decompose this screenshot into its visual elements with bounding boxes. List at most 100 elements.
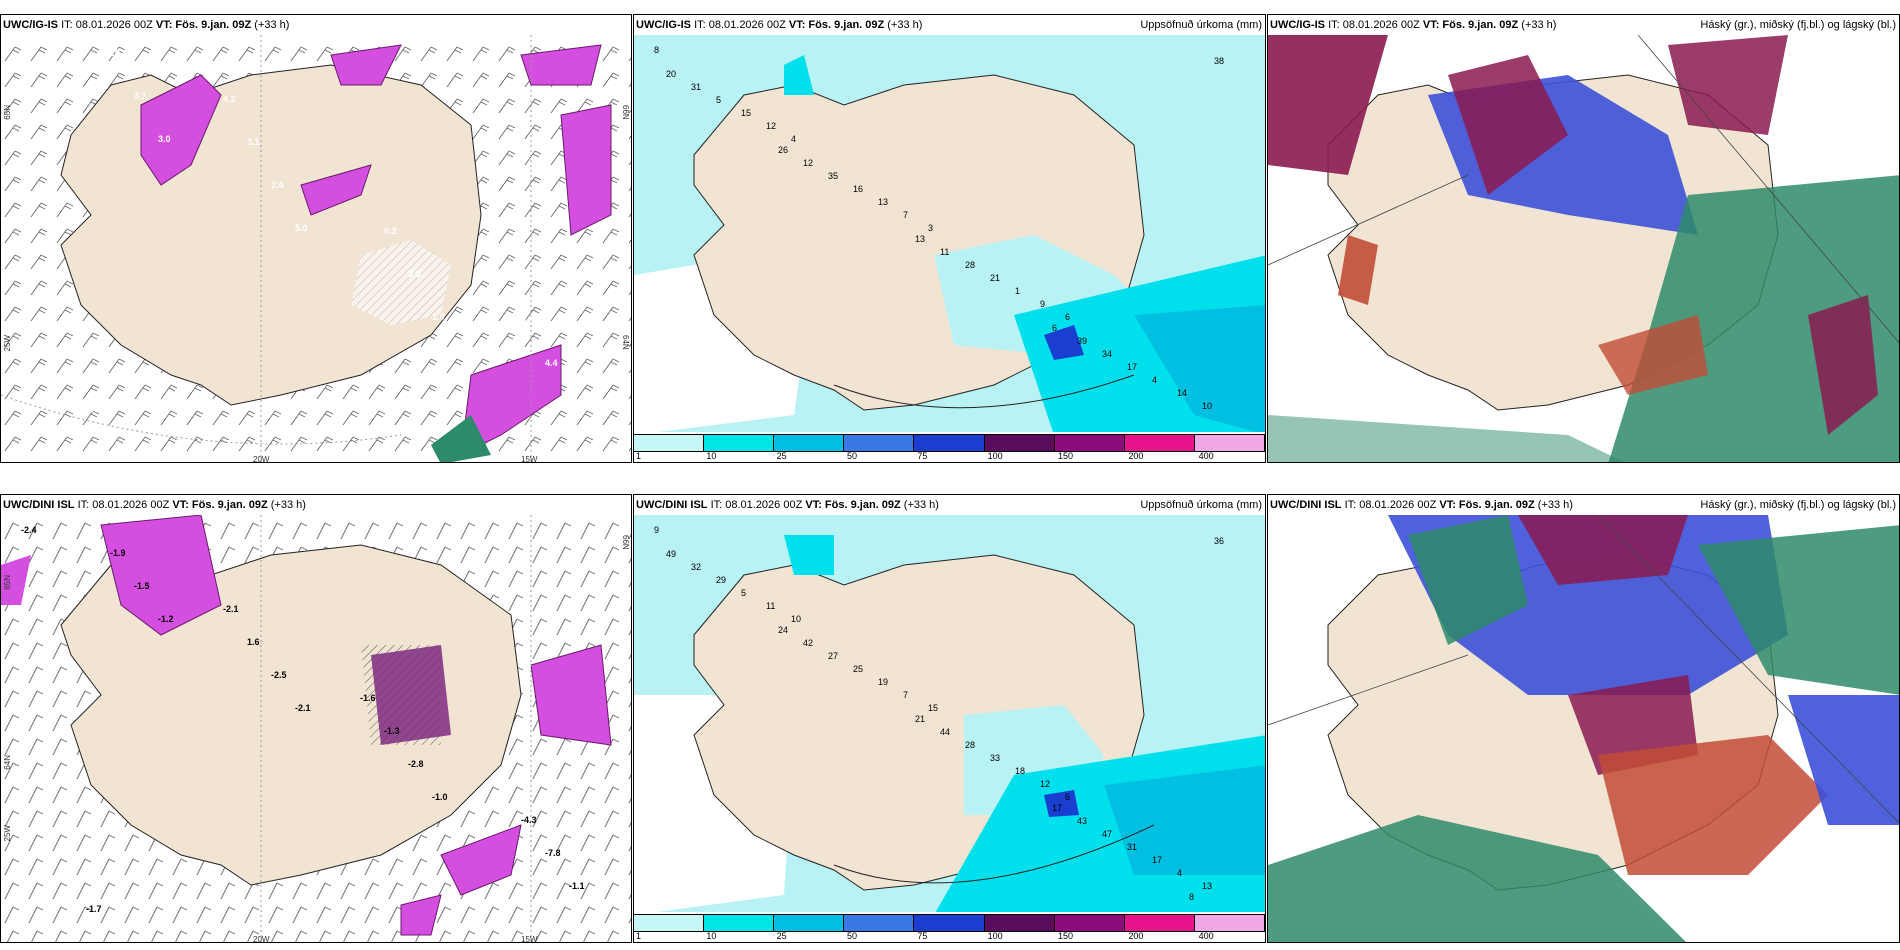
map-value-label: -2.4 [21, 525, 37, 535]
precip-colorbar: 1 10 25 50 75 100 150 200 400 [634, 432, 1265, 462]
map-value-label: 3.5 [408, 269, 421, 279]
map-value-label: 17 [1127, 362, 1138, 372]
panel-header: UWC/IG-IS IT: 08.01.2026 00Z VT: Fös. 9.… [1268, 15, 1899, 35]
map-value-label: 7 [903, 690, 909, 700]
cloud-map-bottom [1268, 514, 1899, 942]
map-value-label: -2.1 [295, 703, 311, 713]
map-value-label: -1.6 [360, 693, 376, 703]
lon-label: 25W [3, 825, 12, 842]
map-value-label: 10.4 [110, 48, 128, 58]
map-value-label: 4.4 [545, 358, 558, 368]
colorbar-label: 25 [776, 451, 787, 461]
map-value-label: 44 [940, 727, 951, 737]
lon-label: 20W [253, 935, 270, 943]
map-value-label: 8 [654, 45, 660, 55]
colorbar-segment [774, 435, 845, 451]
lat-label: 65N [3, 105, 12, 120]
map-value-label: 25 [853, 664, 864, 674]
map-value-label: 6 [1052, 323, 1058, 333]
colorbar-segment [984, 435, 1055, 451]
map-value-label: 21 [990, 273, 1001, 283]
map-value-label: 15 [741, 108, 752, 118]
map-panel-temp-bottom: UWC/DINI ISL IT: 08.01.2026 00Z VT: Fös.… [0, 494, 632, 943]
colorbar-segment [1124, 435, 1195, 451]
map-value-label: 1.6 [247, 637, 260, 647]
map-value-label: 12 [766, 121, 777, 131]
map-value-label: -1.2 [158, 614, 174, 624]
map-value-label: 28 [965, 740, 976, 750]
colorbar-segment [774, 915, 845, 931]
map-value-label: 47 [1102, 829, 1113, 839]
map-value-label: 31 [691, 82, 702, 92]
precip-blob [140, 74, 222, 186]
map-panel-cloud-bottom: UWC/DINI ISL IT: 08.01.2026 00Z VT: Fös.… [1267, 494, 1900, 943]
map-value-label: 32 [691, 562, 702, 572]
colorbar-label: 1 [636, 451, 642, 461]
vt-label: VT: [1439, 499, 1456, 511]
iceland-landmass [60, 544, 522, 886]
valid-time: Fös. 9.jan. 09Z [824, 499, 901, 511]
panel-subtitle: Háský (gr.), miðský (fj.bl.) og lágský (… [1700, 499, 1896, 511]
map-value-label: 29 [716, 575, 727, 585]
map-value-label: 0.2 [384, 226, 397, 236]
map-value-label: 39 [1077, 336, 1088, 346]
map-value-label: 4 [1152, 375, 1158, 385]
colorbar-segment [1124, 915, 1195, 931]
map-value-label: -1.3 [384, 726, 400, 736]
vt-label: VT: [788, 19, 806, 31]
lat-label: 64N [621, 335, 630, 350]
map-value-label: 2.4 [271, 180, 284, 190]
panel-subtitle: Uppsöfnuð úrkoma (mm) [1140, 499, 1262, 511]
colorbar-label: 150 [1058, 931, 1074, 941]
colorbar-label: 50 [847, 931, 858, 941]
map-panel-precip-top: UWC/IG-IS IT: 08.01.2026 00Z VT: Fös. 9.… [633, 14, 1266, 463]
colorbar-segment [984, 915, 1055, 931]
map-value-label: 17 [1052, 803, 1063, 813]
colorbar-segment [914, 435, 985, 451]
colorbar-segment [704, 435, 775, 451]
lat-label: 66N [621, 535, 630, 550]
map-value-label: 1 [1015, 286, 1021, 296]
lead-time: (+33 h) [1537, 499, 1573, 511]
colorbar-label: 75 [917, 451, 928, 461]
map-value-label: -1.0 [432, 792, 448, 802]
map-value-label: -2.8 [408, 759, 424, 769]
model-name: UWC/IG-IS [636, 19, 691, 31]
map-value-label: 6 [1065, 792, 1071, 802]
map-value-label: 11 [940, 247, 950, 257]
vt-label: VT: [805, 499, 822, 511]
colorbar-label: 400 [1198, 451, 1214, 461]
colorbar-segment [914, 915, 985, 931]
map-value-label: 3.1 [134, 91, 147, 101]
colorbar-segment [1194, 915, 1265, 931]
colorbar-label: 100 [987, 451, 1003, 461]
precip-map-top [634, 35, 1265, 435]
colorbar-segment [1054, 435, 1125, 451]
lead-time: (+33 h) [270, 499, 306, 511]
lon-label: 15W [521, 935, 538, 943]
valid-time: Fös. 9.jan. 09Z [191, 499, 268, 511]
init-time: IT: 08.01.2026 00Z [77, 499, 170, 511]
map-value-label: 19 [878, 677, 889, 687]
colorbar-label: 75 [917, 931, 928, 941]
map-value-label: 33 [990, 753, 1001, 763]
map-value-label: 43 [1077, 816, 1088, 826]
map-value-label: -2.5 [271, 670, 287, 680]
map-value-label: 2.7 [86, 404, 99, 414]
colorbar-segment [1194, 435, 1265, 451]
lead-time: (+33 h) [887, 19, 923, 31]
model-name: UWC/DINI ISL [636, 499, 708, 511]
map-value-label: 21 [915, 714, 926, 724]
panel-header: UWC/DINI ISL IT: 08.01.2026 00Z VT: Fös.… [634, 495, 1265, 515]
map-value-label: 35 [828, 171, 839, 181]
model-name: UWC/DINI ISL [1270, 499, 1342, 511]
vt-label: VT: [172, 499, 189, 511]
map-value-label: 5.0 [295, 223, 308, 233]
panel-header: UWC/DINI ISL IT: 08.01.2026 00Z VT: Fös.… [1, 495, 631, 515]
map-value-label: -1.9 [110, 548, 126, 558]
map-value-label: 4.8 [569, 401, 582, 411]
lat-label: 65N [3, 575, 12, 590]
model-name: UWC/IG-IS [1270, 19, 1325, 31]
init-time: IT: 08.01.2026 00Z [694, 19, 786, 31]
panel-subtitle: Uppsöfnuð úrkoma (mm) [1140, 19, 1262, 31]
